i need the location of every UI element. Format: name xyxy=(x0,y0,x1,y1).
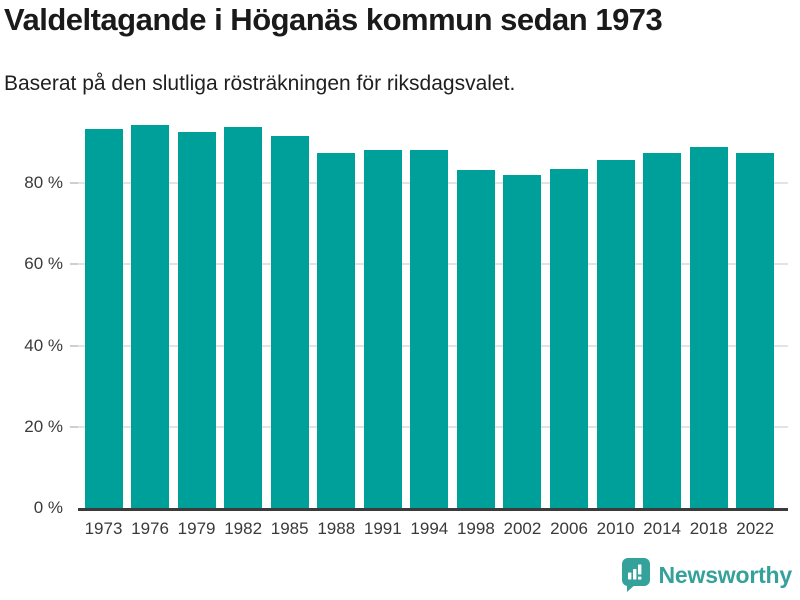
bar xyxy=(317,152,356,508)
x-axis-label: 1976 xyxy=(131,519,169,538)
bar xyxy=(270,136,309,508)
x-axis-label: 2006 xyxy=(550,519,588,538)
x-axis-label: 1998 xyxy=(456,519,495,538)
x-axis-label: 1988 xyxy=(317,519,356,538)
x-axis-label: 1979 xyxy=(177,519,216,538)
x-axis-label: 1994 xyxy=(410,519,449,538)
bar xyxy=(503,175,542,508)
bar xyxy=(410,150,449,508)
y-axis-label: 0 % xyxy=(33,498,63,517)
x-axis-line xyxy=(77,508,788,511)
bar xyxy=(736,152,775,508)
chart-title: Valdeltagande i Höganäs kommun sedan 197… xyxy=(4,2,663,37)
bar xyxy=(84,129,123,508)
y-axis-label: 80 % xyxy=(24,173,63,192)
x-axis-label: 2010 xyxy=(596,519,635,538)
brand-footer: Newsworthy xyxy=(621,557,792,593)
bar xyxy=(550,169,588,508)
bar xyxy=(363,150,402,508)
bar xyxy=(643,152,682,508)
bar xyxy=(596,159,635,508)
bar xyxy=(131,124,170,508)
x-axis-label: 1991 xyxy=(363,519,402,538)
x-axis-label: 2002 xyxy=(503,519,542,538)
bar-chart-plot-area: 0 % 20 % 40 % 60 % 80 % 1973 1976 1979 1982 1985 1… xyxy=(24,124,788,538)
y-axis-tick xyxy=(69,344,78,347)
y-axis-tick xyxy=(69,425,78,428)
bar xyxy=(224,127,263,508)
brand-name: Newsworthy xyxy=(658,561,793,588)
x-axis-label: 1982 xyxy=(224,519,263,538)
y-axis-label: 60 % xyxy=(24,254,63,274)
y-axis-tick xyxy=(69,182,78,184)
y-axis-label: 20 % xyxy=(24,416,63,436)
y-axis-tick xyxy=(69,263,78,266)
x-axis-label: 1973 xyxy=(84,519,123,538)
bar xyxy=(689,146,728,508)
chart-subtitle: Baserat på den slutliga rösträkningen fö… xyxy=(4,72,516,95)
newsworthy-logo-icon xyxy=(621,558,650,592)
bar xyxy=(456,170,495,508)
x-axis-label: 1985 xyxy=(270,519,309,538)
y-axis-label: 40 % xyxy=(24,335,63,355)
x-axis-label: 2022 xyxy=(736,519,775,538)
bar xyxy=(177,131,216,508)
x-axis-label: 2014 xyxy=(643,519,681,538)
x-axis-label: 2018 xyxy=(689,519,728,538)
